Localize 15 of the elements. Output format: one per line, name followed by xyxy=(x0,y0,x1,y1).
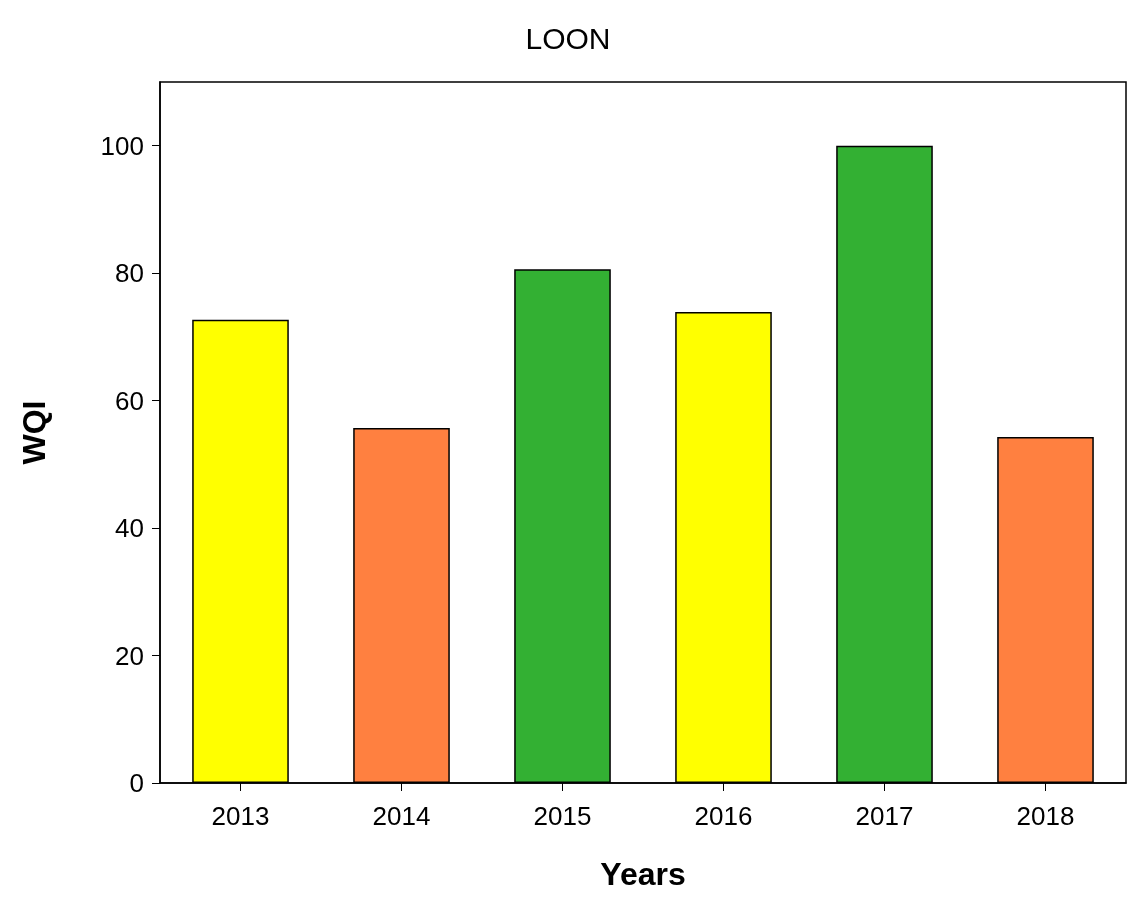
y-tick-label: 60 xyxy=(115,385,144,416)
x-tick-label: 2013 xyxy=(211,801,270,831)
y-tick-label: 100 xyxy=(100,130,144,161)
x-tick-label: 2017 xyxy=(855,801,914,831)
y-tick-label: 40 xyxy=(115,513,144,544)
x-tick-label: 2014 xyxy=(372,801,431,831)
y-tick-label: 20 xyxy=(115,640,144,671)
x-tick-label: 2015 xyxy=(533,801,592,831)
chart-title: LOON xyxy=(525,21,611,55)
x-tick-label: 2016 xyxy=(694,801,753,831)
y-axis-title: WQI xyxy=(16,400,52,465)
x-axis-title: Years xyxy=(600,856,686,892)
y-tick-label: 80 xyxy=(115,258,144,289)
y-tick-label: 0 xyxy=(129,768,144,798)
x-tick-label: 2018 xyxy=(1016,801,1075,831)
